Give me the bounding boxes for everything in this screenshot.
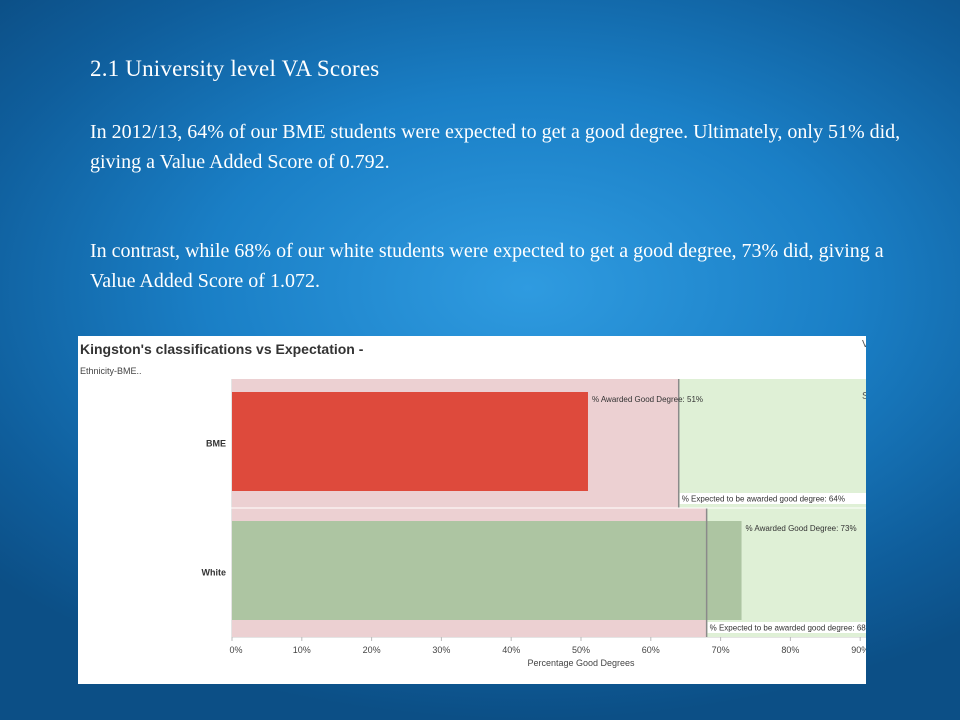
- x-tick-label: 0%: [229, 645, 242, 655]
- category-label-bme: BME: [206, 439, 226, 449]
- x-tick-label: 40%: [502, 645, 520, 655]
- bar-white: [232, 521, 742, 620]
- clipped-edge-text: V: [862, 339, 866, 350]
- x-tick-label: 90%: [851, 645, 866, 655]
- expected-label-bg-white: [707, 622, 866, 633]
- expected-label-white: % Expected to be awarded good degree: 68…: [710, 624, 866, 633]
- expected-label-bme: % Expected to be awarded good degree: 64…: [682, 495, 845, 504]
- chart-panel: % Awarded Good Degree: 51% % Expected to …: [78, 336, 866, 684]
- paragraph-bme: In 2012/13, 64% of our BME students were…: [90, 121, 901, 173]
- chart-title: Kingston's classifications vs Expectatio…: [80, 341, 364, 357]
- x-tick-label: 10%: [293, 645, 311, 655]
- expected-region-bme: [678, 379, 866, 508]
- bar-bme: [232, 392, 588, 491]
- x-tick-label: 20%: [363, 645, 381, 655]
- expected-label-bg-bme: [679, 493, 866, 504]
- x-tick-label: 70%: [712, 645, 730, 655]
- chart-svg: % Awarded Good Degree: 51% % Expected to …: [78, 379, 866, 668]
- x-tick-label: 30%: [432, 645, 450, 655]
- slide-title: 2.1 University level VA Scores: [90, 56, 380, 81]
- bar-label-white: % Awarded Good Degree: 73%: [746, 524, 857, 533]
- x-tick-label: 50%: [572, 645, 590, 655]
- category-label-white: White: [202, 568, 227, 578]
- clipped-edge-text: S: [862, 391, 866, 402]
- paragraph-white: In contrast, while 68% of our white stud…: [90, 240, 884, 292]
- row-header: Ethnicity-BME..: [80, 366, 142, 376]
- x-tick-label: 80%: [781, 645, 799, 655]
- bar-label-bme: % Awarded Good Degree: 51%: [592, 395, 703, 404]
- x-tick-label: 60%: [642, 645, 660, 655]
- x-axis-title: Percentage Good Degrees: [527, 658, 635, 668]
